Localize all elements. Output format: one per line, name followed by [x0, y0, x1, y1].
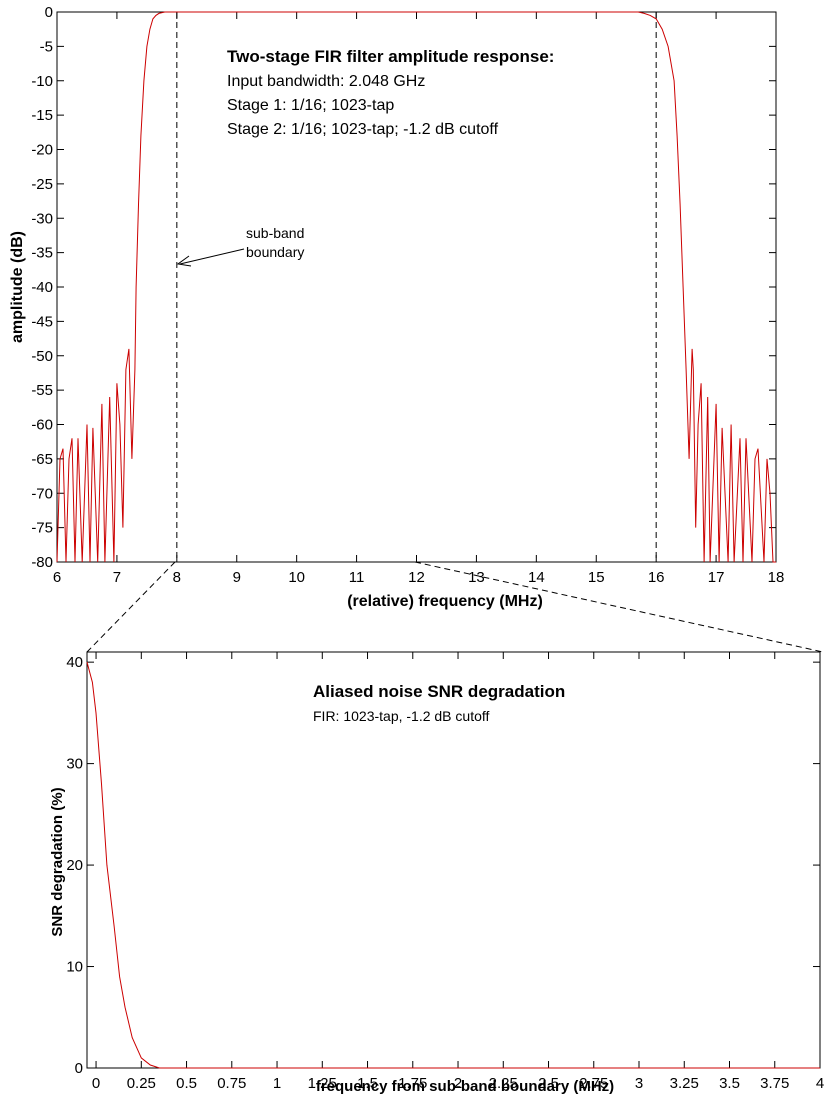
bottom-x-tick-label: 3.25 [670, 1075, 699, 1092]
boundary-label-line-1: sub-band [246, 225, 304, 241]
top-x-tick-label: 17 [708, 569, 725, 586]
top-x-ticks: 6 7 8 9 10 11 12 13 14 15 16 17 18 [53, 12, 785, 586]
bottom-y-axis-label: SNR degradation (%) [49, 787, 66, 936]
top-x-tick-label: 15 [588, 569, 605, 586]
top-y-tick-label: -70 [31, 485, 53, 502]
bottom-x-tick-label: 2.25 [489, 1075, 518, 1092]
bottom-y-tick-label: 20 [66, 857, 83, 874]
top-y-tick-label: -5 [40, 38, 53, 55]
top-y-tick-label: -40 [31, 279, 53, 296]
bottom-x-tick-label: 4 [816, 1075, 824, 1092]
top-x-tick-label: 9 [233, 569, 241, 586]
top-x-tick-label: 16 [648, 569, 665, 586]
zoom-connector-left [86, 561, 176, 653]
bottom-x-tick-label: 1 [273, 1075, 281, 1092]
bottom-x-tick-label: 1.25 [308, 1075, 337, 1092]
boundary-label-line-2: boundary [246, 244, 304, 260]
top-x-axis-label: (relative) frequency (MHz) [347, 593, 543, 610]
bottom-x-tick-label: 0.25 [127, 1075, 156, 1092]
top-y-tick-label: 0 [45, 4, 53, 21]
top-x-tick-label: 11 [349, 569, 365, 586]
top-y-tick-label: -45 [31, 313, 53, 330]
amplitude-response-chart: 0 -5 -10 -15 -20 -25 -30 -35 -40 -45 -50 -55 -60 -65 -… [9, 4, 784, 610]
bottom-x-tick-label: 2 [454, 1075, 462, 1092]
top-plot-frame [56, 11, 777, 563]
bottom-x-tick-label: 2.5 [538, 1075, 559, 1092]
bottom-y-tick-label: 0 [75, 1060, 83, 1077]
top-x-tick-label: 10 [288, 569, 305, 586]
bottom-y-ticks: 0 10 20 30 40 [66, 654, 820, 1077]
bottom-x-axis-label: frequency from sub-band boundary (MHz) [316, 1078, 614, 1095]
bottom-x-tick-label: 0 [92, 1075, 100, 1092]
top-x-tick-label: 14 [528, 569, 545, 586]
top-annotation-line-2: Stage 1: 1/16; 1023-tap [227, 97, 394, 114]
bottom-x-tick-label: 1.5 [357, 1075, 378, 1092]
top-annotation-line-1: Input bandwidth: 2.048 GHz [227, 73, 425, 90]
top-y-ticks: 0 -5 -10 -15 -20 -25 -30 -35 -40 -45 -50 -55 -60 -65 -… [31, 4, 776, 571]
top-y-tick-label: -65 [31, 451, 53, 468]
bottom-x-tick-label: 2.75 [579, 1075, 608, 1092]
amplitude-response-line [56, 11, 776, 563]
snr-degradation-line [86, 661, 820, 1069]
top-x-tick-label: 13 [468, 569, 485, 586]
top-y-tick-label: -35 [31, 245, 53, 262]
top-y-tick-label: -25 [31, 176, 53, 193]
top-x-tick-label: 6 [53, 569, 61, 586]
bottom-annotation-title: Aliased noise SNR degradation [313, 682, 565, 701]
bottom-x-tick-label: 3.5 [719, 1075, 740, 1092]
top-y-tick-label: -75 [31, 520, 53, 537]
top-x-tick-label: 8 [173, 569, 181, 586]
bottom-x-ticks: 0 0.25 0.5 0.75 1 1.25 1.5 1.75 2 2.25 2.5 2.75 3 3.2… [92, 652, 824, 1092]
bottom-x-tick-label: 3.75 [760, 1075, 789, 1092]
snr-degradation-chart: 0 10 20 30 40 0 0.25 0.5 0.75 1 1.25 1.5 1.75 2 2.25 2… [49, 651, 824, 1095]
top-y-tick-label: -10 [31, 73, 53, 90]
bottom-x-tick-label: 0.75 [217, 1075, 246, 1092]
top-boundary-lines [176, 12, 657, 562]
top-y-tick-label: -15 [31, 107, 53, 124]
top-x-tick-label: 12 [408, 569, 425, 586]
top-y-tick-label: -55 [31, 382, 53, 399]
top-y-tick-label: -50 [31, 348, 53, 365]
top-annotation-title: Two-stage FIR filter amplitude response: [227, 47, 554, 66]
bottom-y-tick-label: 10 [66, 959, 83, 976]
bottom-annotation-line-1: FIR: 1023-tap, -1.2 dB cutoff [313, 708, 490, 724]
bottom-y-tick-label: 40 [66, 654, 83, 671]
top-x-tick-label: 18 [768, 569, 785, 586]
top-y-axis-label: amplitude (dB) [9, 231, 26, 343]
bottom-x-tick-label: 3 [635, 1075, 643, 1092]
top-y-tick-label: -30 [31, 210, 53, 227]
top-y-tick-label: -80 [31, 554, 53, 571]
top-y-tick-label: -20 [31, 142, 53, 159]
top-annotation-line-3: Stage 2: 1/16; 1023-tap; -1.2 dB cutoff [227, 121, 499, 138]
top-x-tick-label: 7 [113, 569, 121, 586]
bottom-y-tick-label: 30 [66, 756, 83, 773]
bottom-x-tick-label: 1.75 [398, 1075, 427, 1092]
boundary-arrow [176, 248, 245, 267]
bottom-x-tick-label: 0.5 [176, 1075, 197, 1092]
top-y-tick-label: -60 [31, 417, 53, 434]
